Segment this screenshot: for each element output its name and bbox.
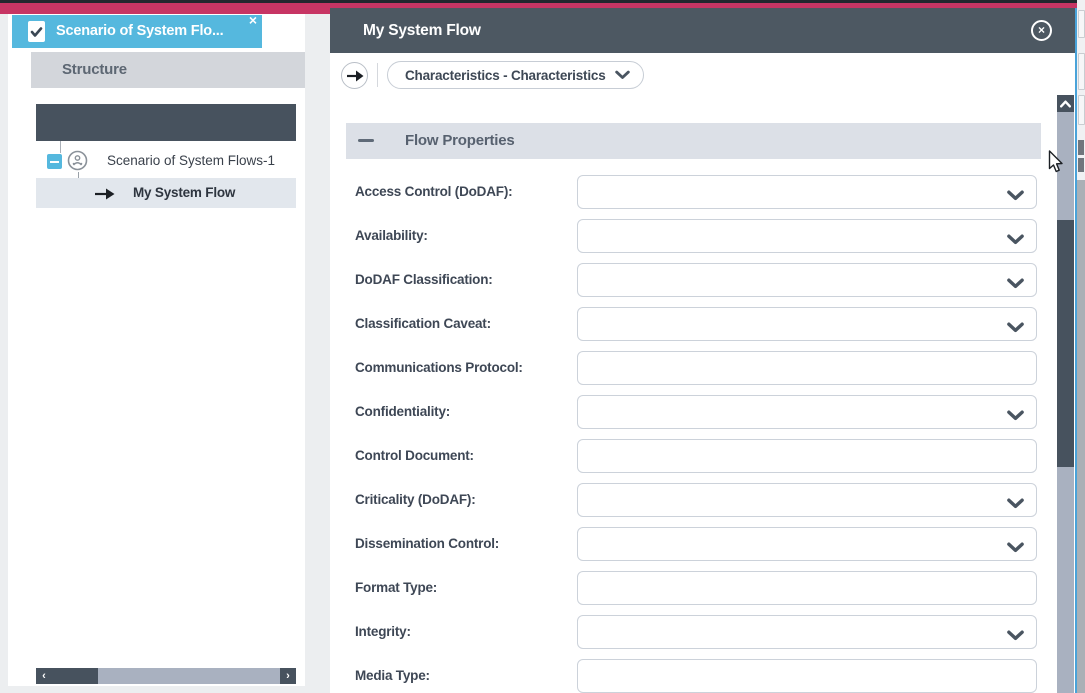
chevron-down-icon: [1007, 276, 1024, 294]
characteristics-dropdown[interactable]: Characteristics - Characteristics: [387, 61, 644, 89]
select-dodaf-classification[interactable]: [577, 263, 1037, 297]
field-label: Format Type:: [355, 580, 438, 595]
input-format-type[interactable]: [577, 571, 1037, 605]
input-media-type[interactable]: [577, 659, 1037, 693]
form-row: Availability:: [330, 219, 1075, 263]
characteristics-dropdown-label: Characteristics - Characteristics: [405, 67, 606, 83]
field-label: Integrity:: [355, 624, 411, 639]
tree-connector: [60, 141, 61, 153]
vertical-scroll-lower-area: [1057, 467, 1074, 693]
chevron-down-icon: [1007, 232, 1024, 250]
structure-toolbar: [36, 104, 296, 141]
form-row: Control Document:: [330, 439, 1075, 483]
horizontal-scroll-thumb[interactable]: [98, 668, 282, 684]
document-tab[interactable]: Scenario of System Flo... ×: [12, 12, 262, 48]
scroll-left-icon[interactable]: ‹: [36, 668, 52, 684]
select-access-control-dodaf[interactable]: [577, 175, 1037, 209]
structure-pane-header: Structure: [31, 52, 305, 88]
panel-close-icon[interactable]: ×: [1031, 20, 1052, 41]
chevron-down-icon: [1007, 408, 1024, 426]
scroll-up-icon[interactable]: [1057, 95, 1074, 112]
structure-panel: Scenario of System Flo... × Structure: [8, 12, 305, 686]
document-check-icon: [28, 21, 45, 42]
select-integrity[interactable]: [577, 615, 1037, 649]
chevron-down-icon: [1007, 628, 1024, 646]
structure-pane-title: Structure: [62, 61, 127, 78]
flow-properties-section-header: Flow Properties: [346, 123, 1041, 159]
field-label: Access Control (DoDAF):: [355, 184, 513, 199]
tree-node-label: Scenario of System Flows-1: [107, 153, 276, 168]
tree-node-label: My System Flow: [133, 185, 236, 200]
form-row: Dissemination Control:: [330, 527, 1075, 571]
tree-node-my-system-flow[interactable]: My System Flow: [36, 178, 296, 208]
field-label: Media Type:: [355, 668, 430, 683]
select-confidentiality[interactable]: [577, 395, 1037, 429]
browser-scroll-thumb[interactable]: [1078, 158, 1084, 172]
my-system-flow-panel: My System Flow × Characteristics - Chara…: [330, 8, 1075, 693]
form-row: Media Type:: [330, 659, 1075, 693]
chevron-down-icon: [1007, 496, 1024, 514]
vertical-scroll-thumb[interactable]: [1057, 112, 1074, 220]
scroll-right-icon[interactable]: ›: [280, 668, 296, 684]
browser-scroll-track: [1077, 180, 1085, 693]
form-row: Criticality (DoDAF):: [330, 483, 1075, 527]
browser-scroll-box[interactable]: [1077, 53, 1085, 90]
field-label: Criticality (DoDAF):: [355, 492, 476, 507]
field-label: Dissemination Control:: [355, 536, 500, 551]
form-row: Classification Caveat:: [330, 307, 1075, 351]
select-dissemination-control[interactable]: [577, 527, 1037, 561]
flow-arrow-icon: [95, 187, 115, 205]
browser-scrollbar[interactable]: [1077, 0, 1085, 693]
document-tab-label: Scenario of System Flo...: [56, 23, 224, 39]
browser-scroll-thumb[interactable]: [1078, 140, 1084, 155]
flow-properties-form: Access Control (DoDAF): Availability: Do…: [330, 175, 1075, 693]
field-label: Availability:: [355, 228, 428, 243]
chevron-down-icon: [614, 70, 630, 79]
select-availability[interactable]: [577, 219, 1037, 253]
input-communications-protocol[interactable]: [577, 351, 1037, 385]
select-criticality-dodaf[interactable]: [577, 483, 1037, 517]
chevron-down-icon: [1007, 188, 1024, 206]
divider: [377, 63, 378, 87]
browser-scroll-button[interactable]: [1077, 10, 1085, 38]
panel-header: My System Flow ×: [330, 8, 1075, 53]
field-label: DoDAF Classification:: [355, 272, 493, 287]
field-label: Control Document:: [355, 448, 474, 463]
left-workspace: Scenario of System Flo... × Structure: [0, 12, 330, 693]
form-row: Integrity:: [330, 615, 1075, 659]
field-label: Communications Protocol:: [355, 360, 523, 375]
section-title: Flow Properties: [405, 132, 515, 149]
horizontal-scrollbar[interactable]: ‹ ›: [36, 668, 296, 684]
form-row: Confidentiality:: [330, 395, 1075, 439]
vertical-scrollbar[interactable]: [1057, 95, 1074, 693]
tree-collapse-icon[interactable]: [47, 154, 62, 169]
form-row: DoDAF Classification:: [330, 263, 1075, 307]
tab-close-icon[interactable]: ×: [248, 12, 257, 28]
panel-title: My System Flow: [363, 22, 481, 39]
collapse-minus-icon[interactable]: [358, 139, 374, 142]
tree-node-scenario[interactable]: Scenario of System Flows-1: [36, 146, 296, 176]
chevron-down-icon: [1007, 320, 1024, 338]
entity-arrow-button[interactable]: [341, 62, 368, 89]
scenario-icon: [67, 150, 88, 176]
form-row: Communications Protocol:: [330, 351, 1075, 395]
breadcrumb: Characteristics - Characteristics: [330, 53, 1075, 95]
window-top-edge: [0, 0, 1085, 3]
browser-scroll-box[interactable]: [1077, 95, 1085, 125]
field-label: Confidentiality:: [355, 404, 451, 419]
input-control-document[interactable]: [577, 439, 1037, 473]
form-row: Format Type:: [330, 571, 1075, 615]
form-row: Access Control (DoDAF):: [330, 175, 1075, 219]
select-classification-caveat[interactable]: [577, 307, 1037, 341]
field-label: Classification Caveat:: [355, 316, 491, 331]
panel-edge-highlight: [1075, 8, 1077, 693]
mouse-cursor: [1048, 150, 1065, 179]
chevron-down-icon: [1007, 540, 1024, 558]
